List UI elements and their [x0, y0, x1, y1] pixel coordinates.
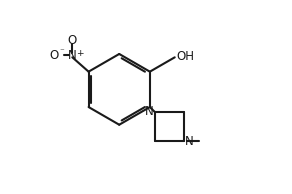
Text: O: O [50, 48, 59, 61]
Text: OH: OH [176, 50, 194, 63]
Text: N: N [185, 135, 194, 148]
Text: N: N [145, 105, 154, 118]
Text: N: N [68, 48, 77, 61]
Text: +: + [76, 49, 83, 58]
Text: ⁻: ⁻ [59, 48, 64, 57]
Text: O: O [68, 34, 77, 47]
